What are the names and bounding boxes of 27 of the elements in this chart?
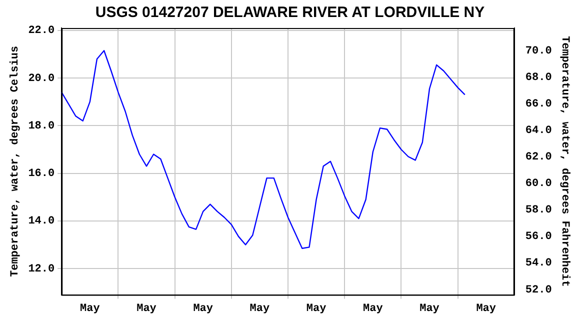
y2-tick-label: 54.0 (525, 258, 552, 270)
y-tick-label: 22.0 (28, 25, 55, 38)
y2-tick-label: 60.0 (525, 178, 552, 190)
y2-tick-label: 62.0 (525, 152, 552, 164)
y2-tick-label: 70.0 (525, 45, 552, 58)
y2-tick-label: 68.0 (525, 72, 552, 84)
y2-axis-title: Temperature, water, degrees Fahrenheit (558, 36, 571, 287)
y-tick-label: 20.0 (28, 72, 55, 85)
x-tick-label: May (80, 303, 100, 316)
y-tick-label: 12.0 (28, 263, 55, 276)
x-tick-label: May (306, 303, 327, 316)
x-tick-label: May (362, 303, 384, 316)
y2-tick-label: 56.0 (525, 231, 552, 244)
y-axis-title: Temperature, water, degrees Celsius (9, 46, 22, 277)
x-tick-label: May (420, 303, 440, 316)
y2-tick-label: 58.0 (525, 204, 552, 217)
y-tick-label: 16.0 (28, 168, 55, 180)
y2-tick-label: 52.0 (525, 284, 552, 296)
y2-tick-label: 64.0 (525, 124, 552, 137)
chart-title: USGS 01427207 DELAWARE RIVER AT LORDVILLE NY (95, 4, 485, 22)
x-tick-label: May (476, 303, 496, 316)
y2-tick-label: 66.0 (525, 98, 552, 110)
x-tick-label: May (136, 303, 157, 316)
y-tick-label: 18.0 (28, 120, 55, 132)
x-tick-label: May (250, 303, 270, 316)
y-tick-label: 14.0 (28, 216, 55, 228)
x-tick-label: May (193, 303, 214, 316)
